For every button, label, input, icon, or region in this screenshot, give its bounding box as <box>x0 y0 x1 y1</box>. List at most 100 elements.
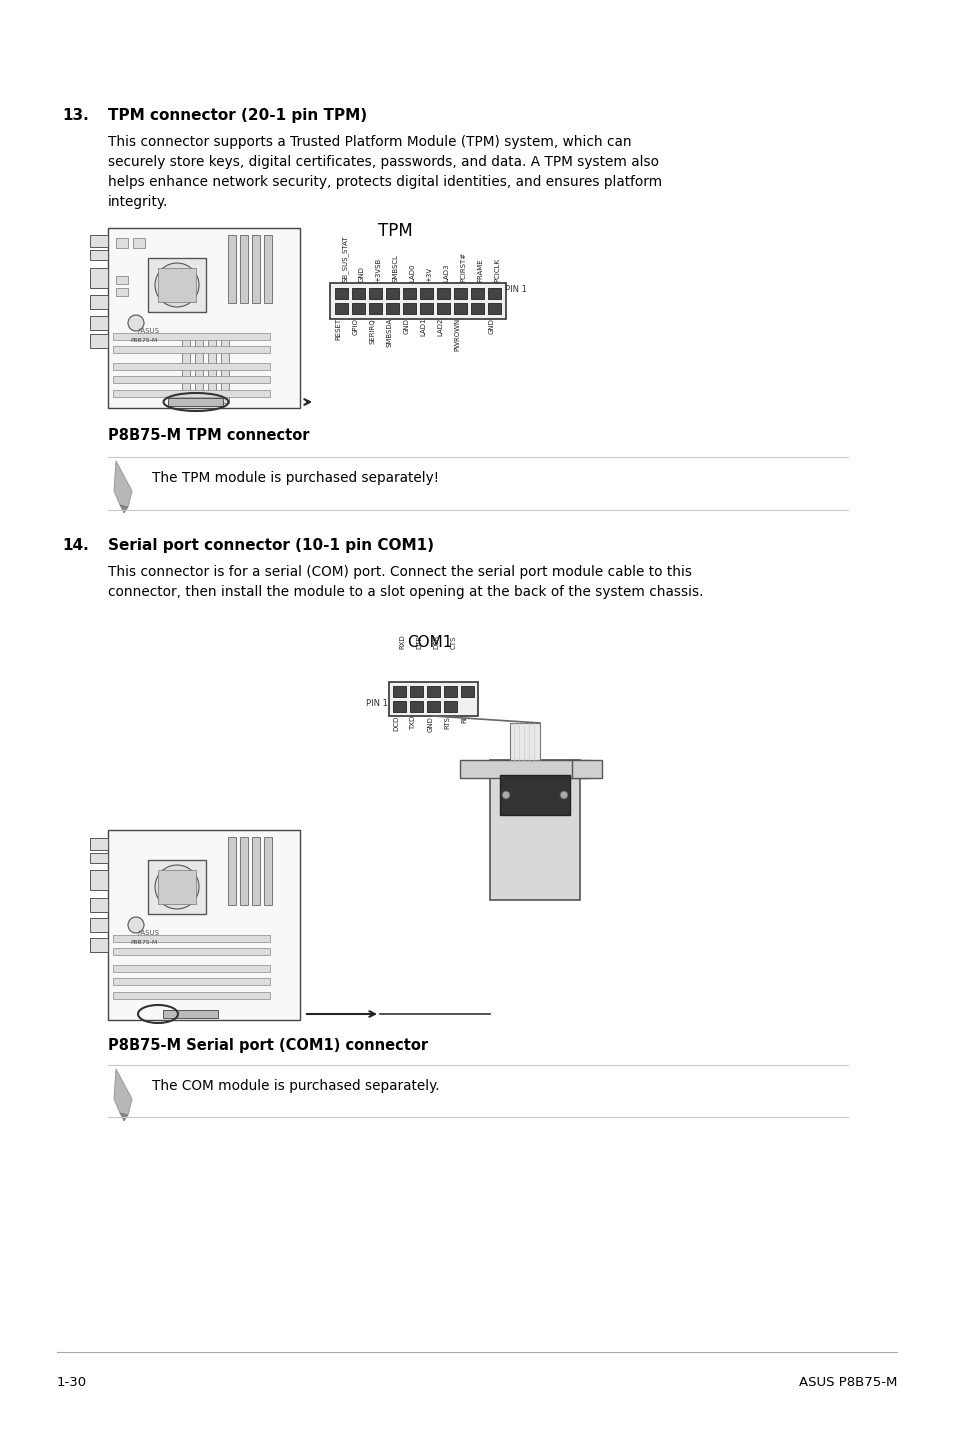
Bar <box>490 761 579 900</box>
Bar <box>163 1009 218 1018</box>
Bar <box>436 303 450 313</box>
Polygon shape <box>120 1113 128 1122</box>
Text: SERIRQ: SERIRQ <box>369 318 375 344</box>
Bar <box>330 283 505 319</box>
Bar <box>158 267 195 302</box>
Bar <box>369 303 381 313</box>
Text: DTR: DTR <box>416 634 422 649</box>
Bar <box>112 948 270 955</box>
Text: The TPM module is purchased separately!: The TPM module is purchased separately! <box>152 472 438 485</box>
Bar <box>389 682 477 716</box>
Bar <box>410 700 422 712</box>
Bar <box>488 303 500 313</box>
Bar <box>460 686 474 697</box>
Text: P8B75-M Serial port (COM1) connector: P8B75-M Serial port (COM1) connector <box>108 1038 428 1053</box>
Bar <box>112 362 270 370</box>
Bar <box>112 390 270 397</box>
Text: P8B75-M TPM connector: P8B75-M TPM connector <box>108 429 309 443</box>
Bar <box>454 303 467 313</box>
Bar <box>352 288 365 299</box>
Bar <box>108 830 299 1020</box>
Text: LAD0: LAD0 <box>409 263 416 282</box>
Bar <box>369 288 381 299</box>
Text: RXD: RXD <box>399 634 405 649</box>
Bar <box>252 837 260 905</box>
Bar <box>90 897 108 912</box>
Bar <box>419 303 433 313</box>
Bar <box>488 288 500 299</box>
Bar <box>90 334 108 348</box>
Text: 13.: 13. <box>62 108 89 124</box>
Bar <box>116 239 128 247</box>
Bar <box>386 303 398 313</box>
Bar <box>221 338 229 403</box>
Circle shape <box>128 315 144 331</box>
Bar <box>402 288 416 299</box>
Bar <box>116 276 128 283</box>
Bar <box>194 338 203 403</box>
Text: PWROWN: PWROWN <box>454 318 460 351</box>
Bar <box>90 250 108 260</box>
Text: RI: RI <box>461 716 467 723</box>
Text: LAD1: LAD1 <box>420 318 426 336</box>
Bar <box>471 288 483 299</box>
Bar <box>459 761 589 778</box>
Text: RTS: RTS <box>444 716 450 729</box>
Text: FRAME: FRAME <box>477 259 483 282</box>
Bar <box>393 686 406 697</box>
Text: TPM connector (20-1 pin TPM): TPM connector (20-1 pin TPM) <box>108 108 367 124</box>
Text: The COM module is purchased separately.: The COM module is purchased separately. <box>152 1078 439 1093</box>
Bar <box>402 303 416 313</box>
Bar <box>168 398 223 406</box>
Text: TXD: TXD <box>410 716 416 731</box>
Text: This connector supports a Trusted Platform Module (TPM) system, which can: This connector supports a Trusted Platfo… <box>108 135 631 150</box>
Bar <box>132 239 145 247</box>
Bar <box>419 288 433 299</box>
Circle shape <box>559 791 567 800</box>
Text: PCIRST#: PCIRST# <box>460 252 466 282</box>
Text: SMBSCL: SMBSCL <box>392 255 398 282</box>
Circle shape <box>501 791 510 800</box>
Text: GND: GND <box>488 318 494 334</box>
Bar <box>335 288 348 299</box>
Text: This connector is for a serial (COM) port. Connect the serial port module cable : This connector is for a serial (COM) por… <box>108 565 691 580</box>
Bar <box>471 303 483 313</box>
Text: integrity.: integrity. <box>108 196 168 209</box>
Text: GPIO: GPIO <box>352 318 358 335</box>
Text: PIN 1: PIN 1 <box>504 285 526 293</box>
Bar <box>572 761 601 778</box>
Bar <box>228 234 235 303</box>
Text: ASUS P8B75-M: ASUS P8B75-M <box>798 1376 896 1389</box>
Bar <box>90 917 108 932</box>
Bar <box>116 288 128 296</box>
Polygon shape <box>113 1068 132 1114</box>
Bar <box>112 375 270 383</box>
Bar <box>335 303 348 313</box>
Bar <box>112 334 270 339</box>
Bar <box>112 978 270 985</box>
Text: PIN 1: PIN 1 <box>366 699 388 707</box>
Text: PCICLK: PCICLK <box>494 257 500 282</box>
Bar <box>182 338 190 403</box>
Text: /ASUS: /ASUS <box>138 328 159 334</box>
Bar <box>427 700 439 712</box>
Text: GND: GND <box>358 266 364 282</box>
Bar <box>158 870 195 905</box>
Bar <box>108 229 299 408</box>
Text: P8B75-M: P8B75-M <box>130 940 157 945</box>
Bar <box>499 775 569 815</box>
Bar <box>90 267 108 288</box>
Bar <box>510 723 539 761</box>
Text: DCD: DCD <box>393 716 399 732</box>
Bar <box>90 234 108 247</box>
Text: DSR: DSR <box>433 634 439 649</box>
Text: TPM: TPM <box>377 221 412 240</box>
Text: securely store keys, digital certificates, passwords, and data. A TPM system als: securely store keys, digital certificate… <box>108 155 659 170</box>
Bar <box>228 837 235 905</box>
Text: 1-30: 1-30 <box>57 1376 87 1389</box>
Bar <box>112 347 270 352</box>
Text: LAD3: LAD3 <box>443 263 449 282</box>
Bar <box>90 853 108 863</box>
Bar <box>240 234 248 303</box>
Text: GND: GND <box>427 716 433 732</box>
